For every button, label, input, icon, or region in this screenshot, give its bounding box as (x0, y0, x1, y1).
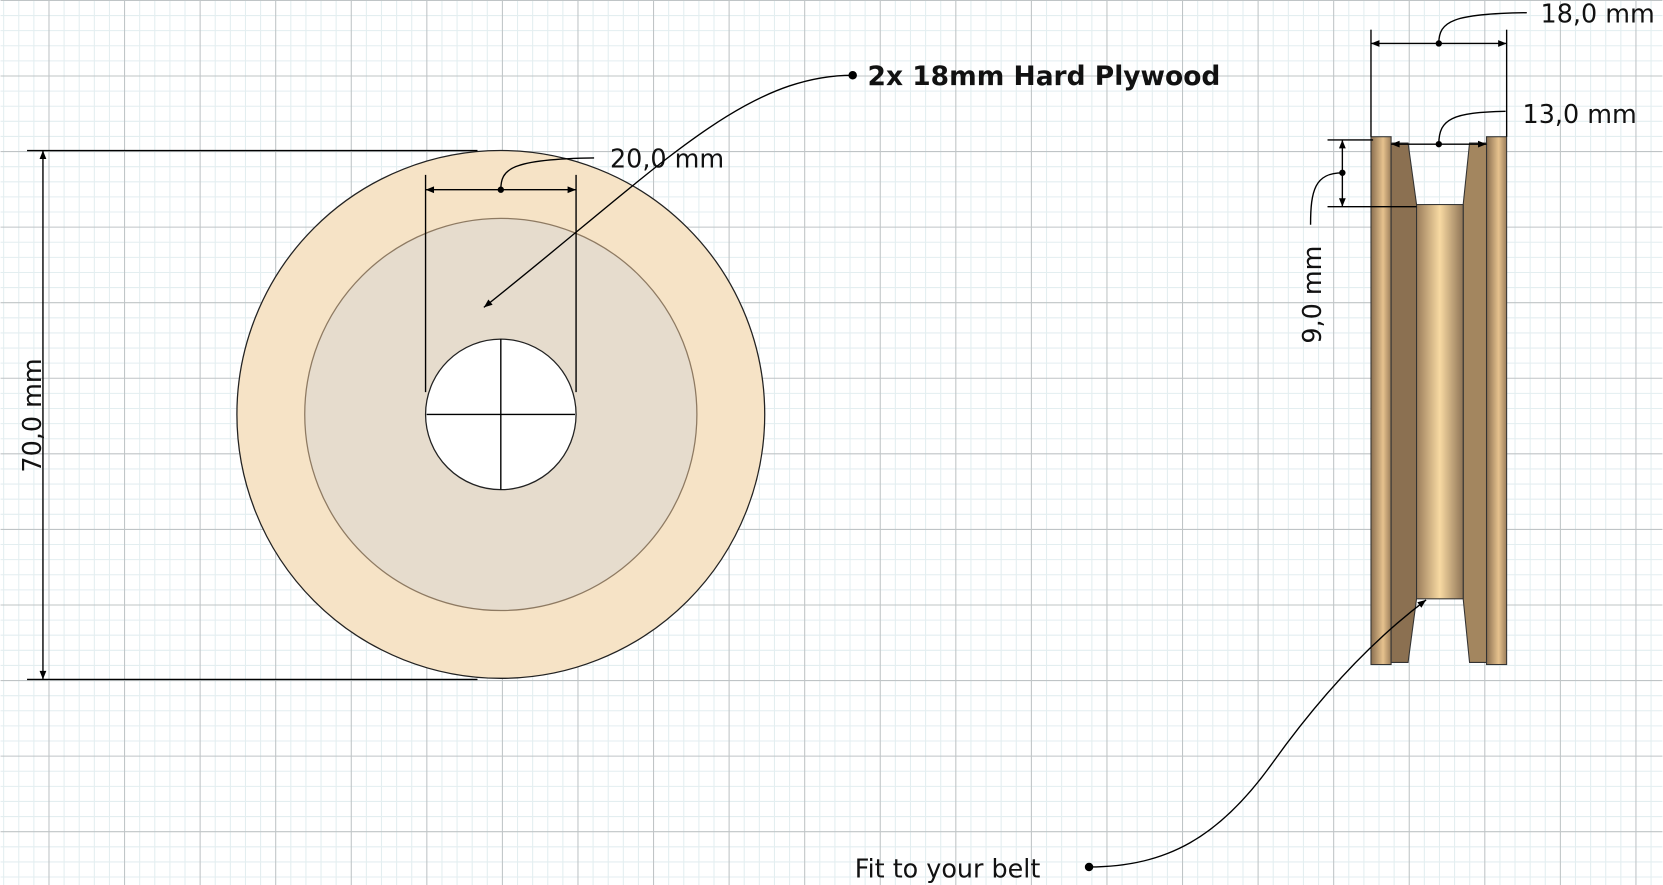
plate (1370, 136, 1392, 666)
leader (1438, 110, 1506, 145)
dimension-label: 18,0 mm (1541, 0, 1655, 28)
belt-note: Fit to your belt (855, 854, 1041, 884)
leader (1309, 172, 1343, 225)
dimension-label: 13,0 mm (1523, 99, 1637, 129)
hub (1416, 204, 1464, 600)
plate (1485, 136, 1508, 666)
groove-wall (1390, 142, 1418, 663)
side-view: 18,0 mm 13,0 mm 9,0 mm Fit to your belt (855, 0, 1655, 884)
leader (500, 157, 595, 190)
leader (1089, 599, 1427, 868)
front-view: 20,0 mm 70,0 mm 2x 18mm Hard Plywood (17, 61, 1221, 681)
dimension-label: 9,0 mm (1297, 246, 1327, 344)
leader (1438, 12, 1527, 44)
groove-wall (1462, 142, 1488, 663)
dimension-label: 70,0 mm (17, 358, 47, 472)
material-label: 2x 18mm Hard Plywood (868, 61, 1221, 92)
dot (848, 71, 857, 80)
dot (1084, 862, 1094, 872)
leader (483, 74, 853, 308)
